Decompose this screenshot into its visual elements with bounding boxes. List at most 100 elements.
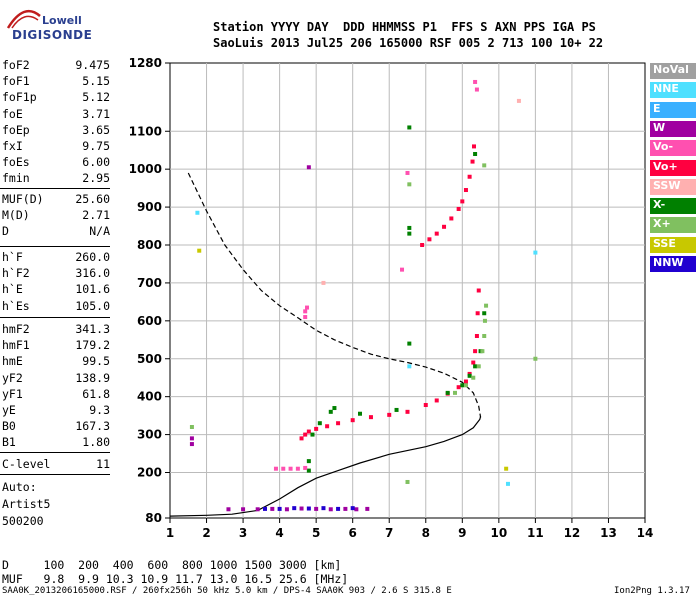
data-point bbox=[387, 412, 392, 417]
param-hmf1: hmF1 179.2 bbox=[2, 338, 110, 353]
data-point bbox=[463, 379, 468, 384]
data-point bbox=[284, 507, 289, 512]
param-fxi: fxI 9.75 bbox=[2, 139, 110, 154]
data-point bbox=[476, 288, 481, 293]
data-point bbox=[473, 349, 478, 354]
param-hmf2: hmF2 341.3 bbox=[2, 322, 110, 337]
param-value: 61.8 bbox=[82, 386, 110, 401]
data-point bbox=[482, 163, 487, 168]
x-tick-label: 2 bbox=[202, 526, 210, 540]
data-point bbox=[277, 506, 282, 511]
param-fof2: foF2 9.475 bbox=[2, 58, 110, 73]
separator bbox=[0, 474, 110, 475]
data-point bbox=[407, 125, 412, 130]
param-key: hmF1 bbox=[2, 338, 30, 353]
data-point bbox=[295, 466, 300, 471]
data-point bbox=[328, 409, 333, 414]
param-value: 3.65 bbox=[82, 122, 110, 137]
param-value: 5.12 bbox=[82, 90, 110, 105]
data-point bbox=[434, 398, 439, 403]
data-point bbox=[472, 144, 476, 149]
param-key: h`F bbox=[2, 250, 23, 264]
x-tick-label: 6 bbox=[349, 526, 357, 540]
param-key: foEs bbox=[2, 155, 30, 170]
digisonde-logo: Lowell DIGISONDE bbox=[6, 6, 102, 42]
param-key: h`Es bbox=[2, 298, 30, 313]
param-value: 9.3 bbox=[89, 403, 110, 417]
electron-density-profile-line bbox=[187, 172, 482, 418]
autoscale-line1: Auto: bbox=[2, 480, 37, 494]
data-point bbox=[306, 459, 311, 464]
data-point bbox=[303, 465, 308, 470]
param-key: yF2 bbox=[2, 370, 23, 385]
legend-item-ssw: SSW bbox=[650, 178, 696, 195]
param-value: 101.6 bbox=[75, 282, 110, 297]
data-point bbox=[473, 152, 478, 156]
true-height-profile-line bbox=[169, 416, 482, 517]
param-d: D N/A bbox=[2, 224, 110, 239]
legend-item-x-: X- bbox=[650, 198, 696, 215]
data-point bbox=[336, 421, 341, 426]
data-point bbox=[336, 506, 341, 511]
data-point bbox=[273, 466, 278, 471]
data-point bbox=[467, 373, 472, 378]
data-point bbox=[475, 311, 480, 316]
legend-item-sse: SSE bbox=[650, 236, 696, 253]
data-point bbox=[407, 231, 412, 236]
param-foep: foEp 3.65 bbox=[2, 123, 110, 138]
data-point bbox=[288, 466, 293, 471]
param-value: 179.2 bbox=[75, 338, 110, 353]
data-point bbox=[368, 415, 373, 420]
data-point bbox=[456, 206, 461, 211]
param-fof1: foF1 5.15 bbox=[2, 74, 110, 89]
legend-item-vo-: Vo- bbox=[650, 140, 696, 157]
logo-lowell: Lowell bbox=[42, 14, 82, 27]
param-value: 138.9 bbox=[75, 370, 110, 385]
param-key: foF2 bbox=[2, 58, 30, 72]
param-value: 341.3 bbox=[75, 322, 110, 336]
data-point bbox=[394, 407, 399, 412]
param-h-f: h`F 260.0 bbox=[2, 250, 110, 265]
x-tick-label: 5 bbox=[312, 526, 320, 540]
data-point bbox=[306, 165, 311, 170]
data-point bbox=[306, 429, 311, 434]
data-point bbox=[482, 334, 487, 338]
param-key: fmin bbox=[2, 171, 30, 186]
data-point bbox=[460, 199, 465, 204]
legend-item-noval: NoVal bbox=[650, 63, 696, 79]
param-key: foE bbox=[2, 106, 23, 121]
param-key: yE bbox=[2, 403, 16, 417]
data-point bbox=[299, 436, 304, 441]
data-point bbox=[189, 425, 194, 429]
param-value: 105.0 bbox=[75, 298, 110, 313]
x-tick-label: 14 bbox=[637, 526, 654, 540]
data-point bbox=[463, 383, 468, 388]
x-tick-label: 13 bbox=[600, 526, 617, 540]
data-point bbox=[407, 364, 412, 369]
param-key: hmF2 bbox=[2, 322, 30, 336]
data-point bbox=[343, 506, 348, 511]
param-value: N/A bbox=[89, 224, 110, 239]
data-point bbox=[189, 436, 194, 441]
data-point bbox=[303, 432, 308, 437]
param-value: 99.5 bbox=[82, 354, 110, 369]
data-point bbox=[460, 383, 465, 388]
data-point bbox=[533, 250, 538, 255]
data-point bbox=[471, 375, 476, 380]
data-point bbox=[317, 421, 322, 426]
y-tick-label: 400 bbox=[137, 390, 162, 404]
param-b0: B0 167.3 bbox=[2, 419, 110, 434]
legend-item-e: E bbox=[650, 101, 696, 118]
legend-item-vo-: Vo+ bbox=[650, 159, 696, 176]
autoscale-line3: 500200 bbox=[2, 514, 44, 528]
data-point bbox=[241, 507, 246, 512]
param-key: M(D) bbox=[2, 208, 30, 223]
data-point bbox=[314, 506, 319, 511]
param-value: 9.75 bbox=[82, 139, 110, 153]
y-tick-label: 200 bbox=[137, 466, 162, 480]
param-yf2: yF2 138.9 bbox=[2, 371, 110, 386]
x-tick-label: 10 bbox=[490, 526, 507, 540]
data-point bbox=[197, 248, 202, 253]
data-point bbox=[484, 303, 489, 308]
